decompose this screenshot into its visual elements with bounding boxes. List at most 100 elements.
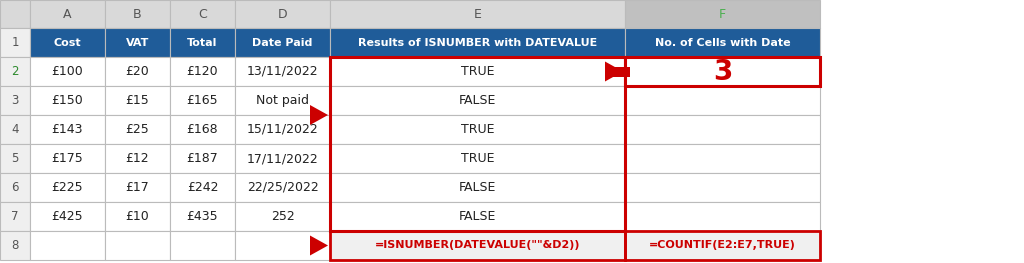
Bar: [330, 0, 625, 28]
Text: £175: £175: [51, 152, 83, 165]
Text: 3: 3: [11, 94, 18, 107]
Text: TRUE: TRUE: [461, 65, 495, 78]
Text: £187: £187: [186, 152, 218, 165]
Bar: [0, 28, 30, 57]
Bar: [0, 202, 30, 231]
Bar: [30, 202, 105, 231]
Text: 6: 6: [11, 181, 18, 194]
Text: £17: £17: [126, 181, 150, 194]
Bar: [0, 231, 30, 260]
Text: B: B: [133, 8, 141, 21]
Bar: [330, 57, 625, 86]
Bar: [30, 28, 105, 57]
Bar: [330, 86, 625, 115]
Bar: [330, 144, 625, 173]
Text: Total: Total: [187, 38, 218, 48]
Text: £425: £425: [51, 210, 83, 223]
Bar: [330, 231, 625, 260]
Text: 252: 252: [270, 210, 294, 223]
Bar: [105, 202, 170, 231]
Bar: [625, 173, 820, 202]
Bar: [170, 173, 234, 202]
Text: 22/25/2022: 22/25/2022: [247, 181, 318, 194]
Text: 13/11/2022: 13/11/2022: [247, 65, 318, 78]
Bar: [170, 202, 234, 231]
Polygon shape: [310, 105, 328, 125]
Text: Date Paid: Date Paid: [252, 38, 312, 48]
Bar: [105, 57, 170, 86]
Bar: [330, 57, 625, 231]
Text: £168: £168: [186, 123, 218, 136]
Bar: [0, 173, 30, 202]
Bar: [170, 144, 234, 173]
Bar: [170, 57, 234, 86]
Bar: [30, 144, 105, 173]
Bar: [234, 144, 330, 173]
Text: £120: £120: [186, 65, 218, 78]
Text: £225: £225: [51, 181, 83, 194]
Text: £242: £242: [186, 181, 218, 194]
Text: 7: 7: [11, 210, 18, 223]
Bar: [170, 28, 234, 57]
Text: 17/11/2022: 17/11/2022: [247, 152, 318, 165]
Text: E: E: [473, 8, 481, 21]
Text: £150: £150: [51, 94, 83, 107]
Bar: [30, 231, 105, 260]
Text: VAT: VAT: [126, 38, 150, 48]
Bar: [170, 231, 234, 260]
Text: Not paid: Not paid: [256, 94, 309, 107]
Text: £143: £143: [52, 123, 83, 136]
Text: 15/11/2022: 15/11/2022: [247, 123, 318, 136]
Text: £20: £20: [126, 65, 150, 78]
Text: F: F: [719, 8, 726, 21]
Text: A: A: [63, 8, 72, 21]
Bar: [625, 144, 820, 173]
Bar: [0, 144, 30, 173]
Bar: [625, 57, 820, 86]
Bar: [625, 28, 820, 57]
Bar: [234, 202, 330, 231]
Bar: [30, 57, 105, 86]
Bar: [170, 0, 234, 28]
Bar: [625, 115, 820, 144]
Text: 1: 1: [11, 36, 18, 49]
Text: 2: 2: [11, 65, 18, 78]
Text: C: C: [198, 8, 207, 21]
Bar: [625, 86, 820, 115]
Bar: [330, 231, 625, 260]
Text: No. of Cells with Date: No. of Cells with Date: [654, 38, 791, 48]
Bar: [30, 173, 105, 202]
Text: FALSE: FALSE: [459, 181, 497, 194]
Text: 8: 8: [11, 239, 18, 252]
Text: £10: £10: [126, 210, 150, 223]
Text: =COUNTIF(E2:E7,TRUE): =COUNTIF(E2:E7,TRUE): [649, 240, 796, 250]
Text: £12: £12: [126, 152, 150, 165]
Bar: [0, 0, 30, 28]
Text: 3: 3: [713, 58, 732, 85]
Text: £100: £100: [51, 65, 83, 78]
Bar: [30, 115, 105, 144]
Text: TRUE: TRUE: [461, 123, 495, 136]
Polygon shape: [310, 235, 328, 255]
Bar: [330, 202, 625, 231]
Bar: [605, 67, 630, 77]
Text: £165: £165: [186, 94, 218, 107]
Bar: [0, 57, 30, 86]
Bar: [234, 231, 330, 260]
Bar: [234, 115, 330, 144]
Bar: [105, 115, 170, 144]
Text: Cost: Cost: [53, 38, 81, 48]
Bar: [625, 0, 820, 28]
Bar: [105, 144, 170, 173]
Bar: [330, 173, 625, 202]
Bar: [105, 173, 170, 202]
Text: FALSE: FALSE: [459, 94, 497, 107]
Bar: [0, 115, 30, 144]
Polygon shape: [605, 62, 623, 82]
Bar: [30, 0, 105, 28]
Bar: [170, 86, 234, 115]
Bar: [330, 115, 625, 144]
Bar: [234, 173, 330, 202]
Bar: [625, 57, 820, 86]
Bar: [625, 202, 820, 231]
